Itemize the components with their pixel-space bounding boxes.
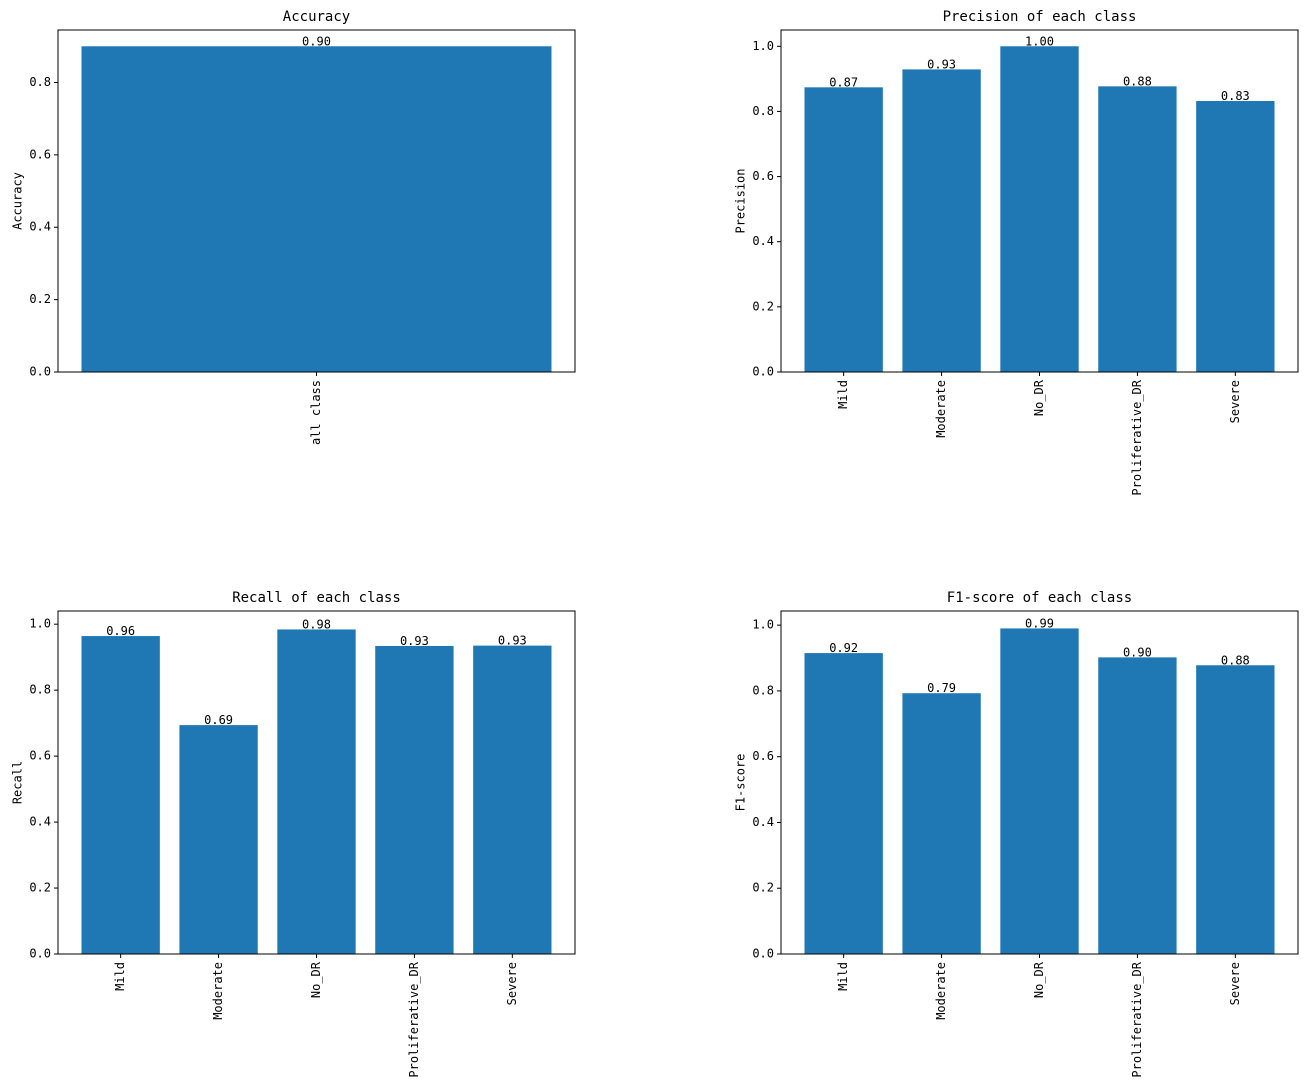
value-label: 0.96 bbox=[106, 624, 135, 638]
y-tick-label: 0.0 bbox=[752, 365, 774, 379]
chart-title: Recall of each class bbox=[232, 590, 401, 606]
x-tick-label: Mild bbox=[113, 962, 127, 991]
x-tick-label: Moderate bbox=[934, 380, 948, 438]
bar bbox=[81, 46, 552, 373]
y-tick-label: 0.8 bbox=[29, 683, 51, 697]
bar bbox=[375, 645, 454, 954]
bar bbox=[1196, 665, 1275, 954]
value-label: 0.90 bbox=[302, 34, 331, 48]
bar bbox=[1000, 628, 1079, 954]
x-tick-label: Moderate bbox=[211, 962, 225, 1020]
x-tick-label: Proliferative_DR bbox=[1130, 379, 1144, 495]
y-tick-label: 0.4 bbox=[752, 815, 774, 829]
bar bbox=[804, 653, 883, 954]
x-tick-label: Severe bbox=[1228, 380, 1242, 423]
y-tick-label: 0.0 bbox=[29, 947, 51, 961]
y-tick-label: 0.6 bbox=[29, 749, 51, 763]
y-tick-label: 0.2 bbox=[752, 299, 774, 313]
y-tick-label: 0.4 bbox=[29, 220, 51, 234]
y-tick-label: 0.2 bbox=[29, 881, 51, 895]
axes-frame bbox=[57, 610, 576, 955]
chart-title: Accuracy bbox=[283, 9, 350, 25]
bar bbox=[81, 636, 160, 954]
y-axis-label: Precision bbox=[734, 168, 748, 233]
bar bbox=[1196, 101, 1275, 373]
y-tick-label: 1.0 bbox=[752, 618, 774, 632]
y-tick-label: 0.4 bbox=[752, 234, 774, 248]
value-label: 0.79 bbox=[927, 681, 956, 695]
y-axis-label: Recall bbox=[11, 761, 25, 804]
bar bbox=[804, 87, 883, 372]
value-label: 0.92 bbox=[829, 641, 858, 655]
value-label: 0.88 bbox=[1221, 653, 1250, 667]
y-tick-label: 0.8 bbox=[752, 683, 774, 697]
x-tick-label: Severe bbox=[1228, 962, 1242, 1005]
bar bbox=[179, 725, 258, 954]
bar bbox=[1000, 46, 1079, 373]
y-tick-label: 0.8 bbox=[752, 104, 774, 118]
value-label: 0.93 bbox=[400, 634, 429, 648]
value-label: 0.87 bbox=[829, 75, 858, 89]
bar bbox=[277, 629, 356, 954]
bar bbox=[1098, 657, 1177, 954]
x-tick-label: all class bbox=[309, 380, 323, 445]
value-label: 0.93 bbox=[927, 57, 956, 71]
value-label: 1.00 bbox=[1025, 34, 1054, 48]
x-tick-label: No_DR bbox=[1032, 961, 1046, 998]
x-tick-label: No_DR bbox=[309, 961, 323, 998]
x-tick-label: Mild bbox=[836, 962, 850, 991]
bar bbox=[1098, 86, 1177, 372]
value-label: 0.83 bbox=[1221, 89, 1250, 103]
bar bbox=[902, 69, 981, 372]
value-label: 0.98 bbox=[302, 617, 331, 631]
axes-frame bbox=[780, 610, 1299, 955]
value-label: 0.69 bbox=[204, 713, 233, 727]
value-label: 0.99 bbox=[1025, 616, 1054, 630]
x-tick-label: No_DR bbox=[1032, 379, 1046, 416]
y-axis-label: Accuracy bbox=[11, 172, 25, 230]
value-label: 0.93 bbox=[498, 634, 527, 648]
x-tick-label: Proliferative_DR bbox=[1130, 961, 1144, 1077]
x-tick-label: Moderate bbox=[934, 962, 948, 1020]
value-label: 0.88 bbox=[1123, 74, 1152, 88]
y-tick-label: 0.2 bbox=[29, 292, 51, 306]
y-tick-label: 1.0 bbox=[29, 617, 51, 631]
bar bbox=[902, 693, 981, 954]
chart-title: F1-score of each class bbox=[947, 590, 1132, 606]
value-label: 0.90 bbox=[1123, 645, 1152, 659]
y-axis-label: F1-score bbox=[734, 754, 748, 812]
y-tick-label: 0.6 bbox=[752, 169, 774, 183]
y-tick-label: 0.2 bbox=[752, 881, 774, 895]
y-tick-label: 0.4 bbox=[29, 815, 51, 829]
y-tick-label: 0.6 bbox=[29, 147, 51, 161]
y-tick-label: 0.0 bbox=[752, 947, 774, 961]
x-tick-label: Severe bbox=[505, 962, 519, 1005]
axes-frame bbox=[57, 29, 576, 373]
bar bbox=[473, 645, 552, 954]
y-tick-label: 1.0 bbox=[752, 39, 774, 53]
x-tick-label: Proliferative_DR bbox=[407, 961, 421, 1077]
chart-title: Precision of each class bbox=[943, 9, 1137, 25]
x-tick-label: Mild bbox=[836, 380, 850, 409]
y-tick-label: 0.8 bbox=[29, 75, 51, 89]
y-tick-label: 0.6 bbox=[752, 749, 774, 763]
axes-frame bbox=[780, 29, 1299, 373]
y-tick-label: 0.0 bbox=[29, 365, 51, 379]
